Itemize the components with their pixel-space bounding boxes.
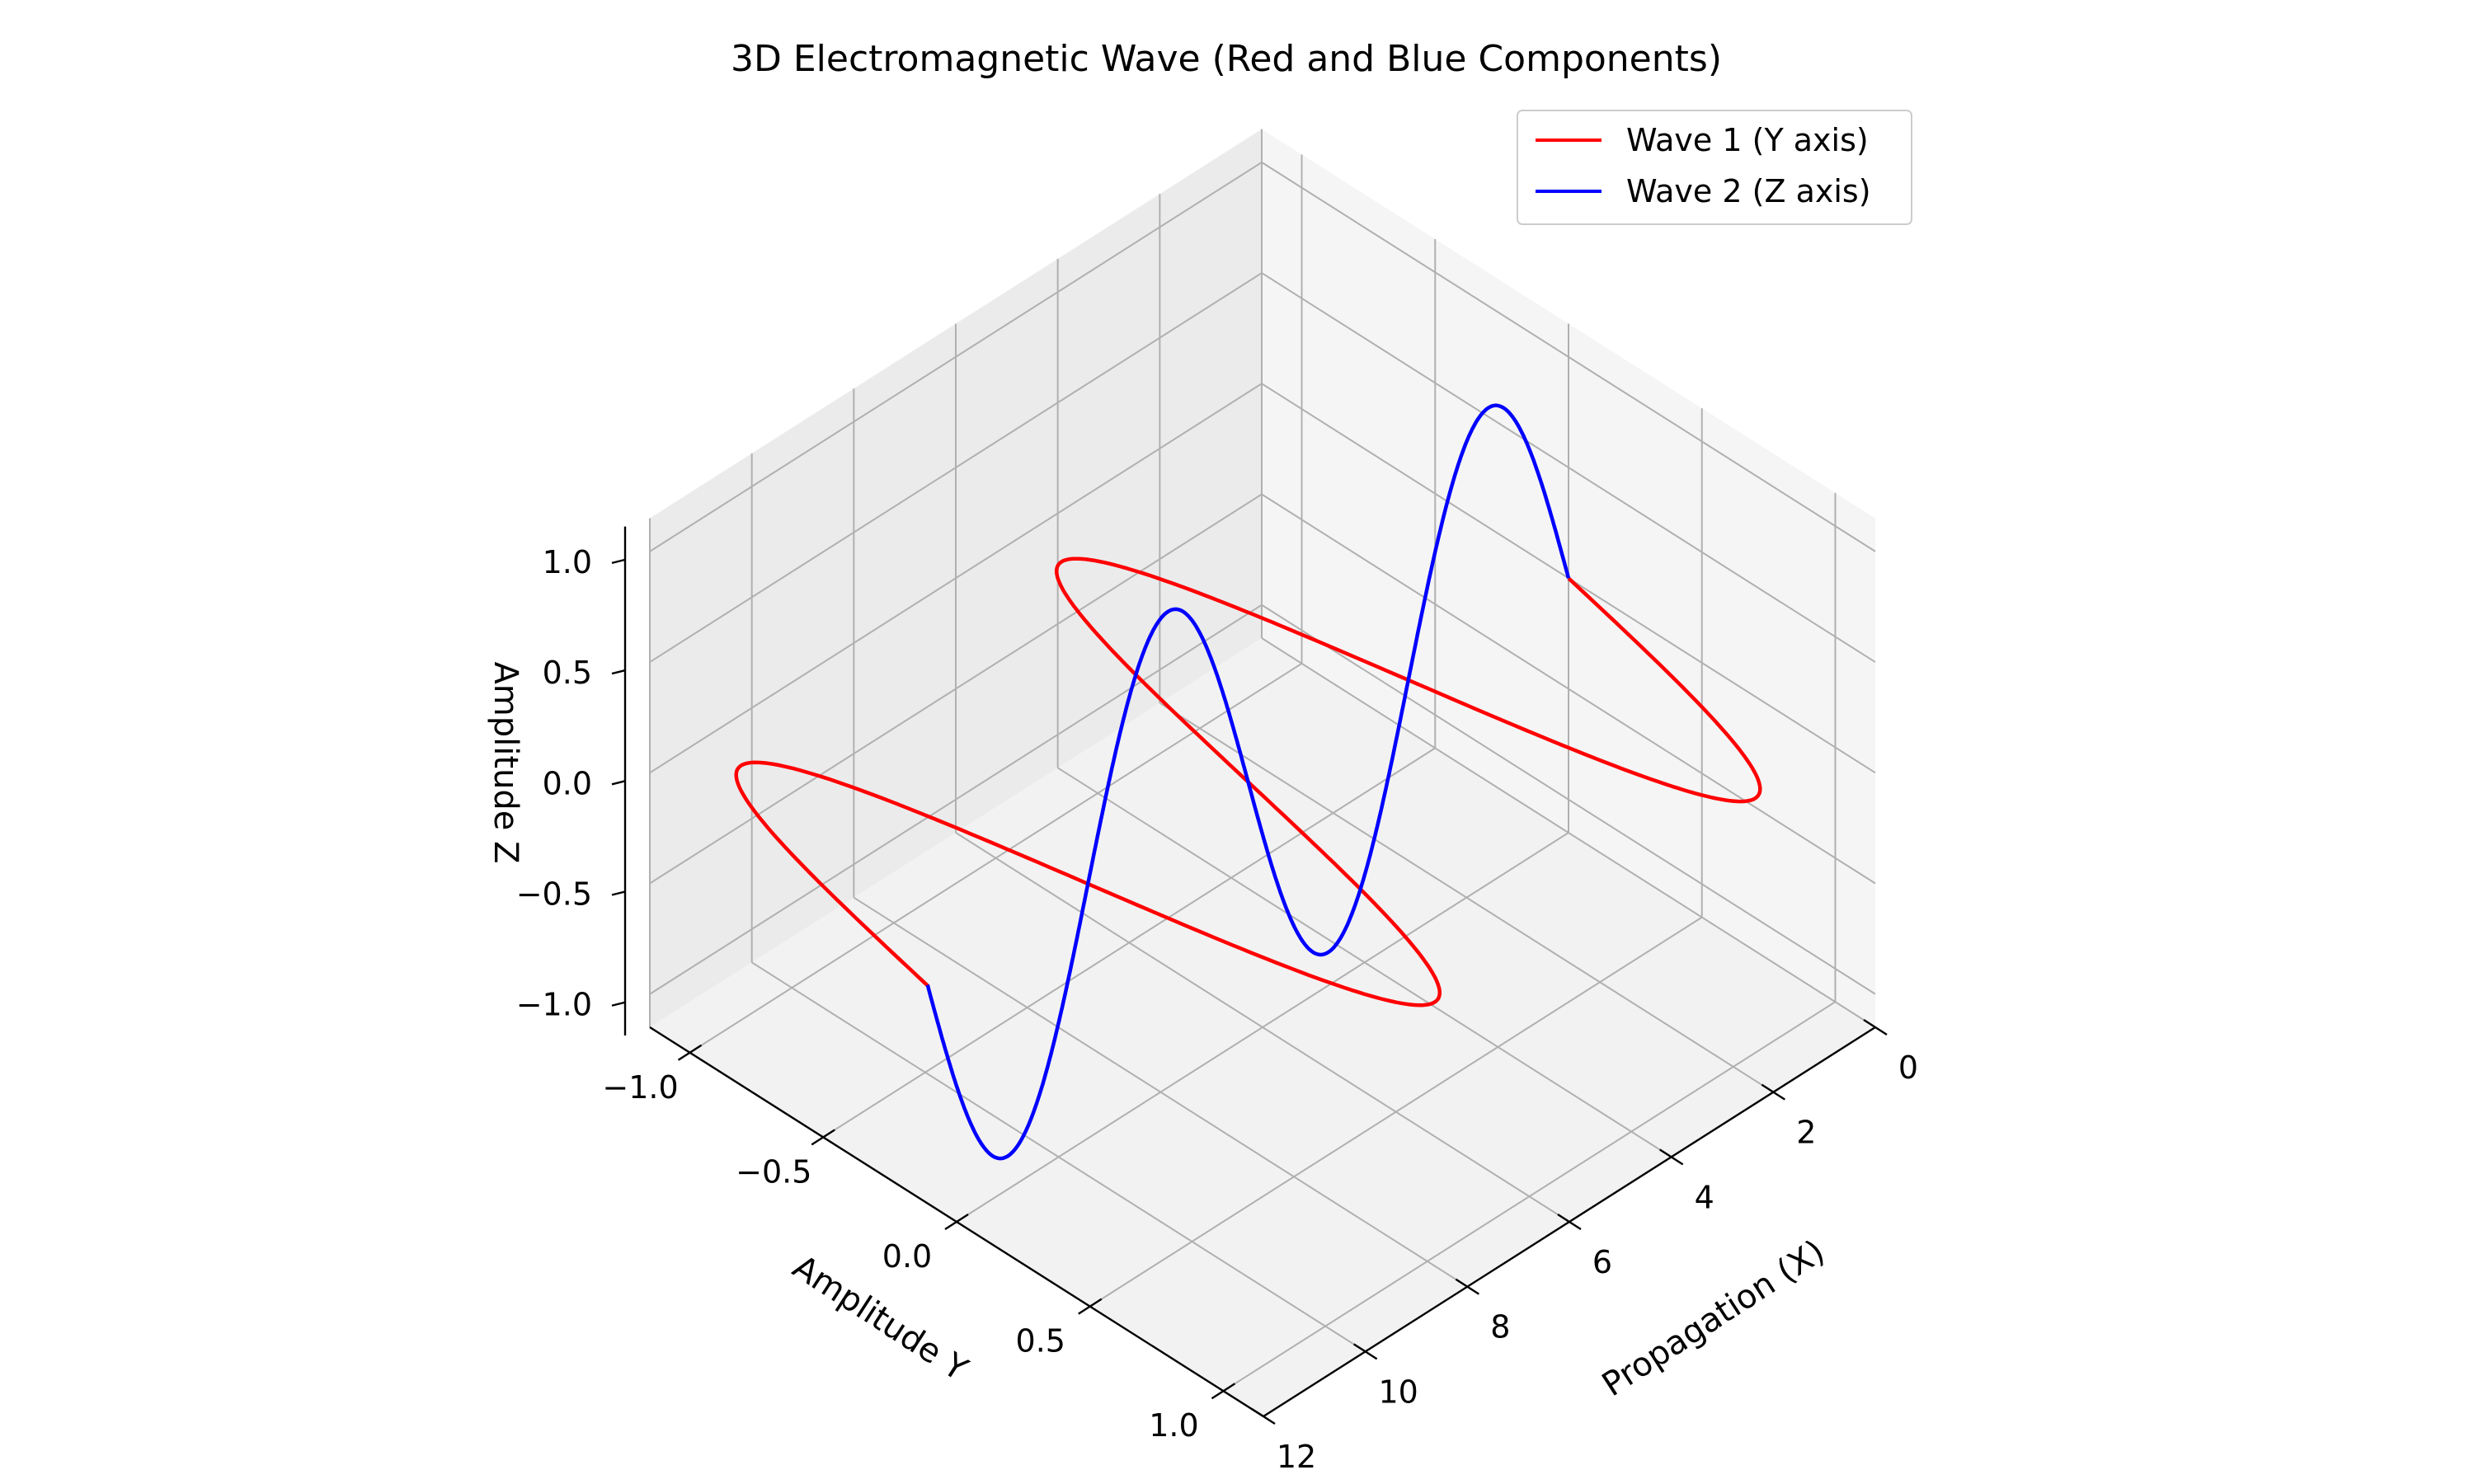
z-tick-mark: [611, 558, 626, 565]
x-tick-mark: [1251, 1407, 1276, 1425]
z-tick-mark: [611, 669, 626, 675]
gridline-z-right: [1261, 162, 1876, 552]
y-tick-mark: [677, 1044, 703, 1061]
x-tick-label: 4: [1695, 1179, 1714, 1215]
x-tick-label: 0: [1898, 1050, 1918, 1086]
x-tick-label: 8: [1490, 1309, 1510, 1345]
x-tick-label: 10: [1378, 1374, 1418, 1410]
legend-label-wave-1: Wave 1 (Y axis): [1626, 122, 1869, 158]
gridline-y-floor: [1089, 916, 1703, 1308]
z-axis-label: Amplitude Z: [487, 661, 524, 863]
x-tick-mark: [1659, 1148, 1684, 1166]
x-tick-label: 6: [1592, 1244, 1612, 1280]
y-tick-label: −0.5: [736, 1153, 811, 1190]
x-tick-mark: [1863, 1018, 1888, 1036]
gridline-z-left: [649, 162, 1263, 552]
y-tick-label: 0.0: [882, 1238, 932, 1275]
y-axis-label: Amplitude Y: [786, 1248, 975, 1389]
gridline-z-right: [1261, 272, 1876, 663]
chart-title: 3D Electromagnetic Wave (Red and Blue Co…: [731, 38, 1722, 80]
x-axis-label: Propagation (X): [1596, 1233, 1832, 1404]
z-tick-label: 1.0: [543, 544, 592, 580]
gridline-z-right: [1261, 493, 1876, 885]
legend-box: [1517, 110, 1912, 225]
z-tick-mark: [611, 1001, 626, 1007]
z-tick-mark: [611, 890, 626, 896]
y-tick-mark: [944, 1213, 969, 1231]
z-tick-label: 0.5: [543, 655, 592, 691]
y-tick-mark: [811, 1129, 835, 1146]
x-tick-mark: [1353, 1343, 1378, 1360]
x-tick-mark: [1557, 1213, 1582, 1231]
y-tick-mark: [1211, 1383, 1236, 1400]
z-tick-label: −1.0: [516, 987, 592, 1023]
series-line-2: [925, 403, 1571, 1161]
gridline-y-floor: [822, 747, 1436, 1139]
tick-labels: 0 2 4 6 8 10 12 −1.0 −0.5 0.0 0.5 1.0 −1.0 −0.5 0.0 0.5…: [516, 544, 1918, 1475]
gridline-y-floor: [956, 832, 1569, 1223]
z-tick-label: −0.5: [516, 876, 592, 913]
y-tick-label: 0.5: [1016, 1323, 1065, 1360]
gridline-z-left: [649, 383, 1263, 774]
y-tick-mark: [1078, 1298, 1103, 1315]
gridline-z-right: [1261, 603, 1876, 995]
series-lines: [734, 403, 1762, 1161]
x-tick-mark: [1761, 1083, 1785, 1101]
x-tick-label: 2: [1796, 1115, 1816, 1151]
grid-lines: [649, 129, 1876, 1417]
axis-lines: [611, 526, 1888, 1425]
gridline-z-left: [649, 272, 1263, 663]
legend: Wave 1 (Y axis) Wave 2 (Z axis): [1517, 110, 1912, 225]
gridline-z-left: [649, 493, 1263, 885]
z-tick-label: 0.0: [543, 765, 592, 801]
gridline-y-floor: [1222, 1001, 1837, 1392]
y-tick-label: 1.0: [1149, 1407, 1198, 1444]
gridline-y-floor: [689, 662, 1303, 1054]
x-tick-label: 12: [1277, 1439, 1316, 1475]
gridline-z-left: [649, 603, 1263, 995]
y-tick-label: −1.0: [602, 1069, 678, 1106]
z-tick-mark: [611, 780, 626, 786]
legend-label-wave-2: Wave 2 (Z axis): [1626, 173, 1871, 209]
x-tick-mark: [1455, 1278, 1479, 1295]
